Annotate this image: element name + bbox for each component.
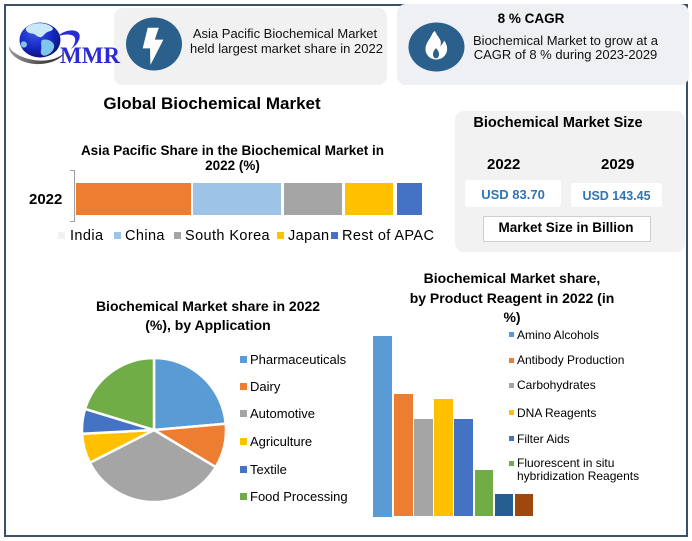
svg-text:MMR: MMR [60, 43, 120, 68]
